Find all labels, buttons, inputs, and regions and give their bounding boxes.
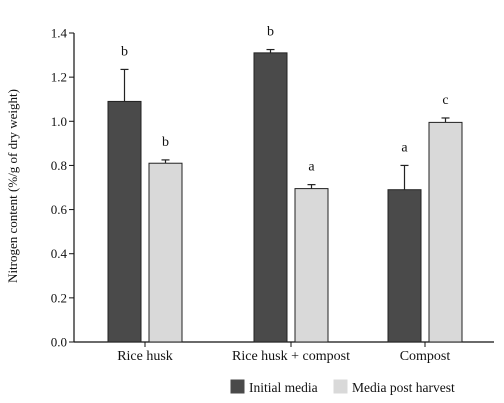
- legend-swatch: [230, 379, 245, 394]
- bar: [428, 121, 463, 343]
- legend: Initial media Media post harvest: [230, 379, 455, 395]
- y-tick-label: 1.2: [51, 70, 67, 85]
- y-tick-label: 1.4: [51, 26, 68, 41]
- y-tick-label: 0.4: [51, 246, 68, 261]
- bar: [148, 162, 183, 343]
- y-axis-title: Nitrogen content (%/g of dry weight): [5, 89, 20, 283]
- x-category-label: Rice husk: [117, 349, 173, 364]
- bar: [253, 52, 288, 343]
- x-category-label: Compost: [400, 349, 451, 364]
- x-category-label: Rice husk + compost: [232, 349, 350, 364]
- y-tick-label: 0.6: [51, 202, 68, 217]
- y-tick-label: 0.0: [51, 335, 67, 350]
- significance-letter: b: [162, 135, 169, 150]
- y-tick-label: 0.2: [51, 290, 67, 305]
- significance-letter: b: [121, 44, 128, 59]
- bar: [107, 100, 142, 343]
- plot-area: 0.0 0.2 0.4 0.6 0.8 1.0 1.2 1.4 b b a b a c Rice husk R…: [51, 25, 494, 364]
- legend-label: Initial media: [249, 380, 318, 395]
- bar: [294, 188, 329, 343]
- significance-letter: b: [267, 25, 274, 40]
- significance-letter: c: [442, 93, 448, 108]
- legend-swatch: [333, 379, 348, 394]
- y-tick-label: 0.8: [51, 158, 67, 173]
- bar: [387, 189, 422, 343]
- legend-label: Media post harvest: [352, 380, 455, 395]
- significance-letter: a: [401, 140, 408, 155]
- y-tick-label: 1.0: [51, 114, 67, 129]
- significance-letter: a: [308, 160, 315, 175]
